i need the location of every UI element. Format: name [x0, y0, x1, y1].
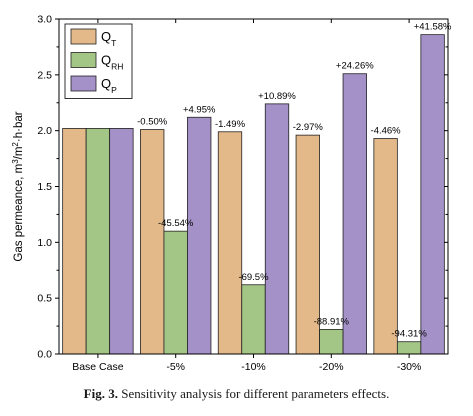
- bar-p-1: [187, 116, 212, 355]
- y-tick-label: 2.5: [37, 69, 52, 81]
- bars-group: [62, 34, 445, 355]
- legend-label-p: QP: [101, 76, 117, 95]
- figure-caption-text: Sensitivity analysis for different param…: [121, 386, 390, 401]
- bar-p-3: [342, 73, 367, 355]
- legend-label-t: QT: [101, 29, 116, 48]
- y-tick-label: 0.5: [37, 293, 52, 305]
- legend-label-rh: QRH: [101, 53, 123, 72]
- x-tick-label: -5%: [166, 361, 185, 373]
- y-tick-label: 2.0: [37, 125, 52, 137]
- x-tick-label: -20%: [319, 361, 344, 373]
- data-label-p-2: +10.89%: [258, 91, 296, 102]
- data-labels-group: -0.50% -1.49% -2.97% -4.46% -45.54% -69.5% -88…: [137, 22, 452, 340]
- bar-rh-4: [396, 341, 422, 355]
- bar-t-2: [217, 131, 243, 355]
- y-axis: 0.0 0.5 1.0 1.5 2.0 2.5 3.0: [37, 14, 448, 361]
- x-tick-label: -30%: [397, 361, 422, 373]
- x-axis: Base Case -5% -10% -20% -30%: [72, 19, 421, 373]
- y-axis-label-tail: ·h·bar: [13, 111, 25, 142]
- bar-rh-0: [85, 128, 111, 355]
- y-axis-label-sup-1: 3: [11, 159, 20, 164]
- data-label-rh-3: -88.91%: [314, 316, 350, 327]
- data-label-p-1: +4.95%: [183, 104, 216, 115]
- bar-p-2: [264, 103, 290, 355]
- y-tick-label: 3.0: [37, 14, 52, 26]
- data-label-t-4: -4.46%: [371, 125, 402, 136]
- bar-rh-3: [319, 329, 344, 355]
- y-tick-label: 1.5: [37, 181, 52, 193]
- legend: QT QRH QP: [64, 23, 133, 99]
- bar-t-4: [373, 138, 398, 355]
- sensitivity-bar-chart: -0.50% -1.49% -2.97% -4.46% -45.54% -69.5% -88…: [11, 14, 453, 374]
- legend-swatch-t: [70, 28, 97, 45]
- bar-rh-2: [241, 284, 266, 355]
- bar-t-0: [62, 128, 87, 355]
- data-label-t-3: -2.97%: [293, 122, 324, 133]
- y-axis-label-text: Gas permeance, m: [13, 164, 25, 262]
- y-axis-label-mid: /m: [13, 147, 25, 160]
- legend-swatch-rh: [70, 52, 97, 68]
- x-tick-label: Base Case: [72, 361, 124, 373]
- y-axis-label-sup-2: 2: [11, 142, 20, 147]
- data-label-p-4: +41.58%: [414, 22, 452, 33]
- bar-p-0: [109, 128, 134, 355]
- data-label-t-2: -1.49%: [215, 119, 246, 130]
- y-axis-label: Gas permeance, m3/m2·h·bar: [11, 111, 26, 261]
- x-tick-label: -10%: [241, 361, 266, 373]
- y-tick-label: 0.0: [37, 349, 52, 361]
- data-label-rh-1: -45.54%: [158, 218, 194, 229]
- bar-rh-1: [163, 230, 188, 355]
- data-label-rh-2: -69.5%: [238, 272, 269, 283]
- data-label-p-3: +24.26%: [336, 61, 374, 72]
- data-label-t-1: -0.50%: [137, 117, 168, 128]
- bar-p-4: [420, 34, 445, 355]
- figure-number: Fig. 3.: [83, 386, 118, 401]
- figure-caption: Fig. 3. Sensitivity analysis for differe…: [0, 386, 473, 402]
- data-label-rh-4: -94.31%: [391, 329, 427, 340]
- y-tick-label: 1.0: [37, 237, 52, 249]
- bar-t-1: [140, 129, 165, 355]
- legend-swatch-p: [70, 75, 97, 92]
